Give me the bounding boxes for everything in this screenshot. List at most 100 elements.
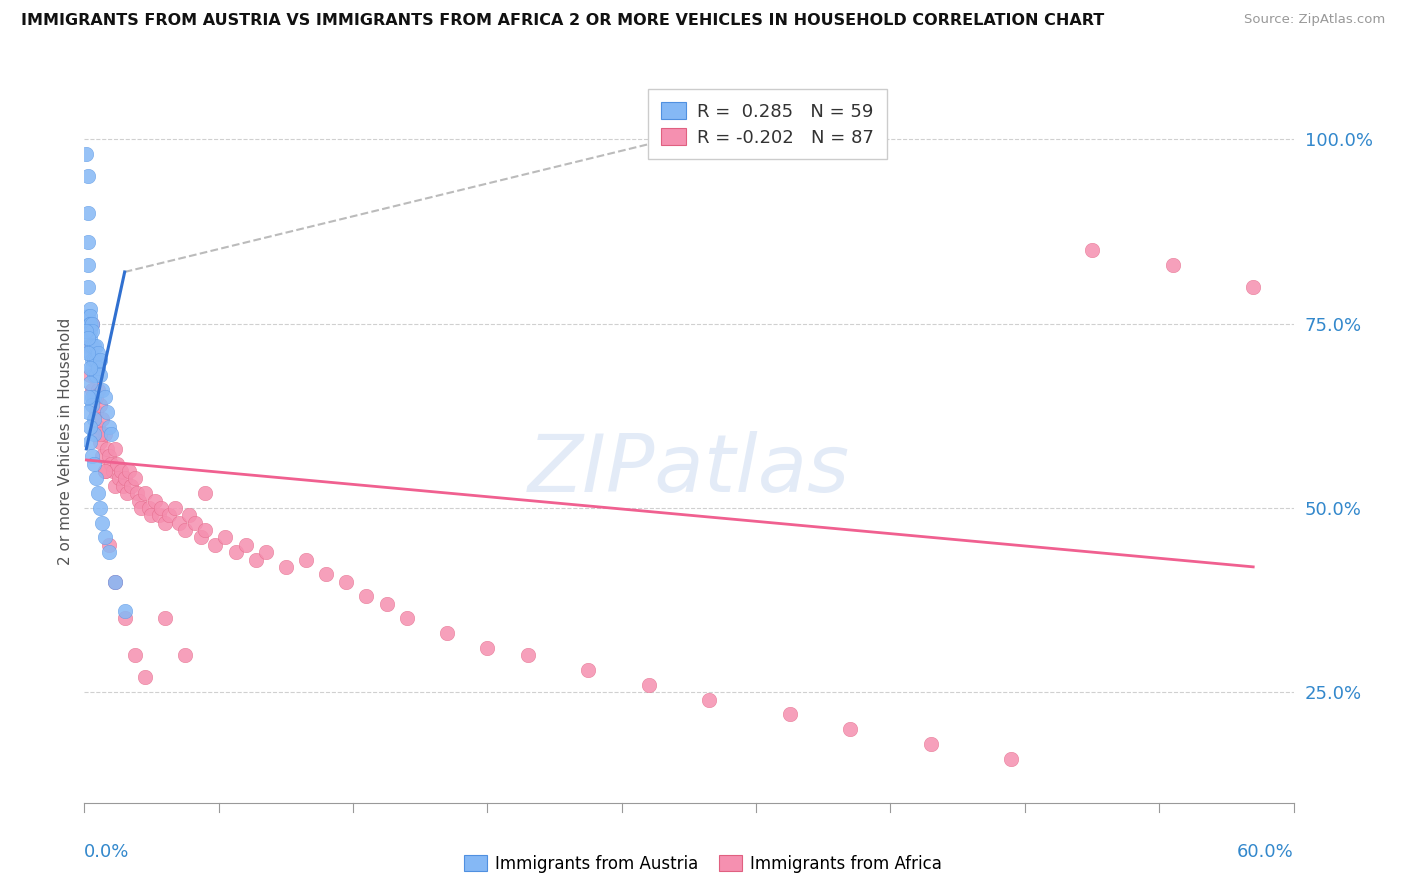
Point — [179, 508, 201, 523]
Point — [87, 360, 110, 375]
Point — [77, 206, 100, 220]
Point — [97, 545, 120, 559]
Point — [1241, 279, 1264, 293]
Point — [114, 604, 136, 618]
Point — [194, 486, 217, 500]
Point — [920, 737, 942, 751]
Point — [77, 258, 100, 272]
Point — [75, 147, 97, 161]
Point — [91, 383, 114, 397]
Legend: Immigrants from Austria, Immigrants from Africa: Immigrants from Austria, Immigrants from… — [457, 848, 949, 880]
Point — [82, 353, 104, 368]
Point — [77, 309, 100, 323]
Point — [86, 405, 108, 419]
Point — [477, 640, 499, 655]
Point — [576, 663, 599, 677]
Point — [436, 626, 458, 640]
Point — [157, 508, 180, 523]
Point — [139, 508, 162, 523]
Legend: R =  0.285   N = 59, R = -0.202   N = 87: R = 0.285 N = 59, R = -0.202 N = 87 — [648, 89, 887, 160]
Point — [79, 376, 101, 390]
Point — [86, 368, 108, 383]
Text: 60.0%: 60.0% — [1237, 843, 1294, 862]
Point — [91, 450, 114, 464]
Point — [1161, 258, 1184, 272]
Point — [104, 574, 127, 589]
Point — [82, 398, 104, 412]
Point — [93, 390, 115, 404]
Point — [274, 560, 297, 574]
Point — [89, 434, 111, 449]
Point — [134, 670, 156, 684]
Point — [295, 552, 318, 566]
Point — [77, 331, 100, 345]
Point — [83, 390, 105, 404]
Point — [93, 464, 115, 478]
Point — [225, 545, 247, 559]
Point — [82, 383, 104, 397]
Point — [91, 412, 114, 426]
Point — [138, 500, 160, 515]
Point — [315, 567, 337, 582]
Point — [184, 516, 207, 530]
Point — [516, 648, 538, 663]
Y-axis label: 2 or more Vehicles in Household: 2 or more Vehicles in Household — [58, 318, 73, 566]
Point — [129, 500, 152, 515]
Point — [77, 405, 100, 419]
Point — [697, 692, 720, 706]
Point — [79, 339, 101, 353]
Point — [86, 353, 108, 368]
Point — [89, 427, 111, 442]
Point — [115, 486, 138, 500]
Point — [105, 457, 128, 471]
Point — [89, 353, 111, 368]
Point — [114, 471, 136, 485]
Point — [190, 530, 212, 544]
Point — [82, 390, 104, 404]
Point — [124, 648, 146, 663]
Point — [165, 500, 187, 515]
Point — [637, 678, 659, 692]
Point — [110, 464, 132, 478]
Point — [245, 552, 267, 566]
Point — [83, 353, 105, 368]
Point — [107, 471, 129, 485]
Point — [82, 450, 104, 464]
Point — [149, 500, 172, 515]
Point — [82, 317, 104, 331]
Point — [82, 324, 104, 338]
Point — [335, 574, 357, 589]
Point — [86, 368, 108, 383]
Point — [100, 457, 122, 471]
Point — [86, 390, 108, 404]
Point — [1081, 243, 1104, 257]
Point — [79, 360, 101, 375]
Point — [91, 516, 114, 530]
Point — [124, 471, 146, 485]
Point — [134, 486, 156, 500]
Point — [153, 516, 176, 530]
Point — [97, 450, 120, 464]
Point — [82, 339, 104, 353]
Point — [104, 479, 127, 493]
Point — [83, 427, 105, 442]
Point — [839, 722, 862, 736]
Point — [143, 493, 166, 508]
Point — [93, 464, 115, 478]
Point — [96, 405, 118, 419]
Point — [153, 611, 176, 625]
Point — [75, 324, 97, 338]
Point — [79, 317, 101, 331]
Point — [104, 574, 127, 589]
Text: Source: ZipAtlas.com: Source: ZipAtlas.com — [1244, 13, 1385, 27]
Point — [87, 486, 110, 500]
Point — [77, 390, 100, 404]
Point — [86, 471, 108, 485]
Point — [87, 419, 110, 434]
Point — [82, 360, 104, 375]
Point — [89, 500, 111, 515]
Point — [93, 427, 115, 442]
Point — [77, 346, 100, 360]
Point — [100, 427, 122, 442]
Point — [148, 508, 170, 523]
